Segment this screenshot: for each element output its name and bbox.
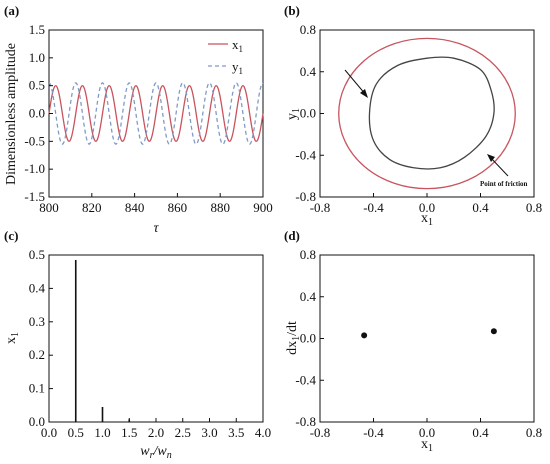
a-xtick-label: 800 — [39, 200, 59, 215]
arrow-left — [344, 69, 367, 96]
arrow-left-head — [360, 89, 368, 98]
plot-frame-b — [319, 29, 535, 198]
c-xtick-label: 0.5 — [68, 425, 84, 440]
arrow-right — [489, 156, 509, 177]
c-ytick-label: 0.4 — [29, 280, 46, 295]
a-ytick-label: 0.0 — [29, 106, 45, 121]
b-inner-orbit — [368, 56, 495, 170]
c-ytick-label: 0.1 — [29, 381, 45, 396]
d-ytick-label: 0.8 — [300, 247, 316, 262]
c-xtick-label: 2.5 — [175, 425, 191, 440]
a-series-y1 — [48, 82, 264, 145]
a-xtick-label: 820 — [82, 200, 102, 215]
c-xtick-label: 4.0 — [255, 425, 271, 440]
legend-label-y1: y1 — [232, 59, 243, 76]
c-xtick-label: 3.5 — [228, 425, 244, 440]
panel-label-a: (a) — [4, 3, 19, 18]
b-outer-orbit — [338, 37, 516, 190]
b-ytick-label: -0.4 — [295, 147, 316, 162]
panel-label-d: (d) — [284, 228, 300, 243]
c-tick-group: 0.0 0.5 1.0 1.5 2.0 2.5 3.0 3.5 4.0 0.5 0.4 0.3 0.2 0… — [29, 247, 271, 440]
a-ylabel: Dimensionless amplitude — [4, 43, 19, 185]
d-xtick-label: 0.4 — [472, 425, 489, 440]
c-ytick-label: 0.2 — [29, 347, 45, 362]
a-xlabel: τ — [153, 221, 159, 236]
b-tick-group: -0.8 -0.4 0.0 0.4 0.8 0.8 0.4 0.0 -0.4 -0.8 — [295, 22, 542, 215]
d-series-group — [361, 328, 497, 339]
a-ytick-label: -1.0 — [24, 161, 45, 176]
d-tick-group: -0.8 -0.4 0.0 0.4 0.8 0.8 0.4 0.0 -0.4 -0.8 — [295, 247, 542, 440]
a-ytick-label: 1.0 — [29, 50, 45, 65]
c-xtick-label: 3.0 — [201, 425, 217, 440]
a-series-group — [48, 82, 264, 145]
panel-a-time-series: 800 820 840 860 880 900 1.5 1.0 0.5 0.0 -0.5 -1.0 -1… — [4, 22, 273, 236]
a-xtick-label: 860 — [168, 200, 188, 215]
d-xtick-label: 0.8 — [526, 425, 542, 440]
panel-d-poincare: -0.8 -0.4 0.0 0.4 0.8 0.8 0.4 0.0 -0.4 -0.8 dx1/d… — [285, 247, 542, 454]
c-ytick-label: 0.0 — [29, 414, 45, 429]
a-ytick-label: -0.5 — [24, 133, 45, 148]
c-xtick-label: 0.0 — [41, 425, 57, 440]
b-xtick-label: -0.4 — [363, 200, 384, 215]
c-series-group — [74, 260, 131, 422]
d-xtick-label: -0.8 — [310, 425, 331, 440]
d-ytick-label: 0.0 — [300, 331, 316, 346]
b-ylabel: y1 — [285, 108, 302, 120]
b-ytick-label: 0.0 — [300, 106, 316, 121]
b-xtick-label: 0.4 — [472, 200, 489, 215]
plot-frame-d — [319, 254, 535, 423]
a-series-x1 — [48, 85, 264, 142]
c-xlabel: wr/wn — [140, 444, 171, 461]
a-ytick-label: 1.5 — [29, 22, 45, 37]
b-ytick-label: 0.8 — [300, 22, 316, 37]
b-series-group — [338, 37, 516, 190]
arrow-right-head — [487, 154, 495, 162]
a-xtick-label: 840 — [125, 200, 145, 215]
panel-label-b: (b) — [284, 3, 300, 18]
a-xtick-label: 900 — [253, 200, 273, 215]
panel-label-c: (c) — [4, 228, 18, 243]
a-ytick-label: -1.5 — [24, 189, 45, 204]
d-point — [490, 328, 497, 335]
b-xtick-label: 0.0 — [419, 200, 435, 215]
panel-c-spectrum: 0.0 0.5 1.0 1.5 2.0 2.5 3.0 3.5 4.0 0.5 0.4 0.3 0.2 0… — [4, 247, 271, 461]
d-point — [361, 332, 368, 339]
d-ytick-label: -0.8 — [295, 414, 316, 429]
b-xtick-label: 0.8 — [526, 200, 542, 215]
panel-b-phase-portrait: -0.8 -0.4 0.0 0.4 0.8 0.8 0.4 0.0 -0.4 -0.8 Point… — [285, 22, 542, 228]
a-legend: x1 y1 — [208, 37, 243, 76]
d-xtick-label: 0.0 — [419, 425, 435, 440]
b-annotation: Point of friction — [480, 180, 528, 188]
a-xtick-label: 880 — [210, 200, 230, 215]
d-ytick-label: -0.4 — [295, 372, 316, 387]
d-ylabel: dx1/dt — [285, 321, 302, 355]
c-ytick-label: 0.3 — [29, 314, 45, 329]
c-xtick-label: 1.5 — [121, 425, 137, 440]
d-ytick-label: 0.4 — [300, 289, 317, 304]
c-ytick-label: 0.5 — [29, 247, 45, 262]
b-ytick-label: -0.8 — [295, 189, 316, 204]
c-xtick-label: 2.0 — [148, 425, 164, 440]
b-xtick-label: -0.8 — [310, 200, 331, 215]
a-tick-group: 800 820 840 860 880 900 1.5 1.0 0.5 0.0 -0.5 -1.0 -1… — [24, 22, 272, 215]
plot-frame-c — [48, 254, 264, 423]
a-ytick-label: 0.5 — [29, 78, 45, 93]
c-xtick-label: 1.0 — [94, 425, 110, 440]
b-arrows — [344, 69, 509, 177]
legend-label-x1: x1 — [232, 37, 243, 54]
d-xtick-label: -0.4 — [363, 425, 384, 440]
b-ytick-label: 0.4 — [300, 64, 317, 79]
c-ylabel: x1 — [4, 332, 21, 344]
